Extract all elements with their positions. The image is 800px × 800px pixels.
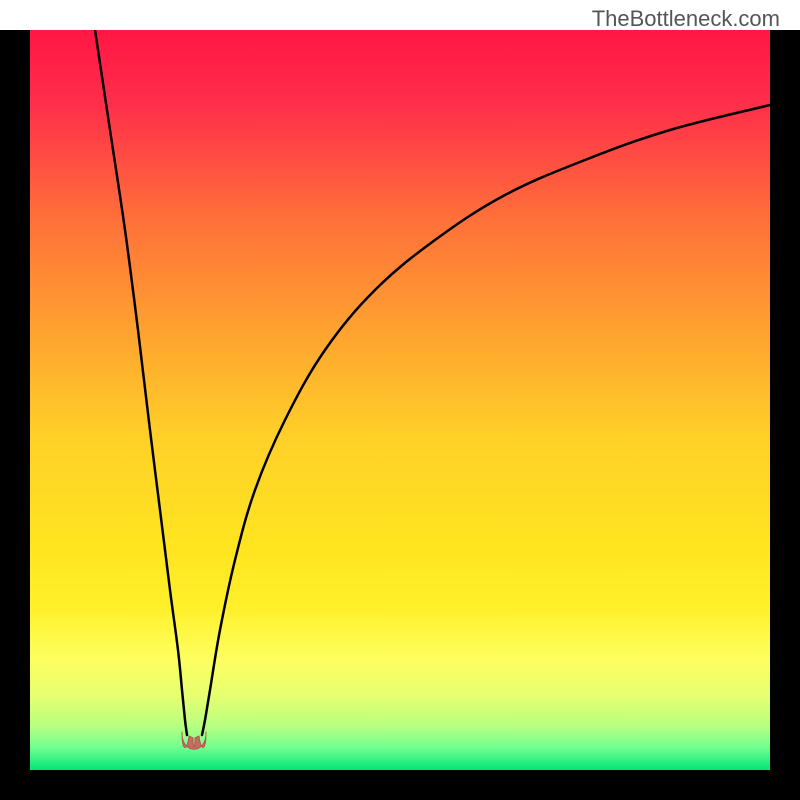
plot-area — [30, 30, 770, 770]
chart-frame — [0, 30, 800, 800]
watermark-text: TheBottleneck.com — [592, 6, 780, 32]
gradient-background — [30, 30, 770, 770]
